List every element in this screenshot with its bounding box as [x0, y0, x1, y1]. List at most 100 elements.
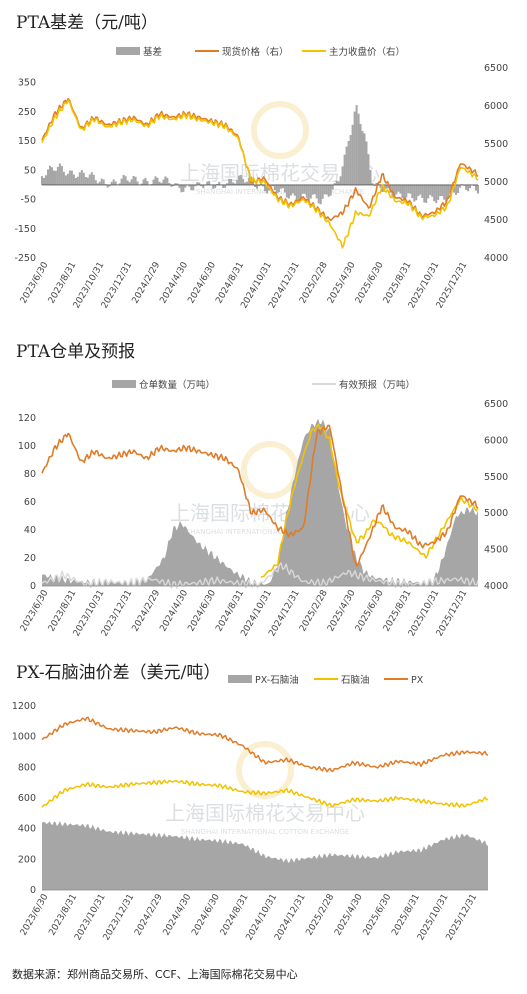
basis-bar [393, 184, 396, 198]
legend-label-futures: 主力收盘价（右） [329, 46, 405, 58]
basis-bar [62, 171, 65, 185]
basis-bar [132, 176, 135, 185]
basis-bar [439, 184, 442, 197]
x-tick-label: 2025/6/30 [354, 588, 386, 633]
basis-bar [465, 184, 468, 190]
futures-close-line [260, 423, 479, 578]
basis-bar [377, 183, 380, 185]
basis-bar [142, 179, 145, 185]
y-left-tick: 80 [24, 469, 36, 480]
basis-bar [47, 169, 49, 185]
basis-bar [168, 183, 171, 185]
basis-bar [56, 166, 59, 185]
basis-bar [437, 184, 440, 200]
basis-bar [184, 184, 187, 188]
basis-bar [240, 175, 243, 185]
y-left-tick: 100 [18, 441, 36, 452]
basis-bar [160, 182, 163, 185]
y-left-tick: -50 [20, 195, 36, 206]
y-right-tick: 6500 [484, 399, 508, 410]
y-tick: 400 [18, 824, 36, 835]
basis-bar [363, 133, 366, 185]
y-right-tick: 4500 [484, 215, 508, 226]
basis-bar [100, 178, 103, 185]
basis-bar [178, 184, 181, 188]
x-tick-label: 2024/4/30 [158, 588, 190, 633]
basis-bar [277, 184, 280, 193]
x-tick-label: 2025/2/28 [305, 892, 337, 937]
legend-label-basis: 基差 [143, 46, 162, 58]
basis-bar [244, 182, 247, 185]
basis-bar [405, 184, 408, 198]
basis-bar [172, 184, 175, 187]
basis-bar [74, 178, 77, 185]
basis-bar [260, 184, 262, 185]
y-tick: 600 [18, 793, 36, 804]
basis-bar [337, 181, 340, 185]
x-tick-label: 2023/6/30 [19, 892, 51, 937]
basis-bar [371, 183, 374, 185]
legend-label-naphtha: 石脑油 [341, 674, 370, 686]
basis-bar [301, 184, 304, 194]
basis-bar [287, 184, 290, 199]
basis-bar [176, 183, 179, 185]
basis-bar [174, 183, 177, 185]
basis-bar [90, 172, 93, 185]
basis-bar [349, 135, 352, 185]
y-right-tick: 4500 [484, 545, 508, 556]
basis-bar [270, 184, 272, 187]
basis-bar [76, 176, 79, 185]
basis-bar [343, 154, 346, 185]
y-left-tick: -250 [14, 253, 36, 264]
basis-bar [64, 175, 67, 185]
basis-bar [228, 178, 231, 185]
basis-bar [291, 184, 294, 194]
basis-bar [369, 169, 372, 185]
basis-bar [54, 170, 57, 185]
basis-bar [315, 184, 318, 199]
basis-bar [130, 179, 133, 185]
basis-bar [78, 172, 81, 185]
basis-bar [134, 176, 137, 185]
y-left-tick: 350 [18, 78, 36, 89]
basis-bar [445, 184, 448, 202]
basis-bar [224, 184, 227, 188]
basis-bar [234, 183, 237, 185]
y-right-tick: 6000 [484, 101, 508, 112]
basis-bar [467, 184, 470, 192]
basis-bar [423, 184, 426, 203]
basis-bar [92, 174, 95, 185]
basis-bar [327, 184, 330, 197]
basis-bar [433, 184, 436, 202]
x-tick-label: 2024/2/29 [133, 892, 165, 937]
basis-bar [266, 184, 268, 194]
basis-bar [413, 184, 416, 202]
y-left-tick: 20 [24, 553, 36, 564]
basis-bar [45, 175, 47, 185]
source-note: 数据来源：郑州商品交易所、CCF、上海国际棉花交易中心 [12, 968, 298, 981]
basis-bar [373, 184, 376, 187]
basis-bar [345, 146, 348, 185]
basis-bar [230, 179, 233, 185]
basis-bar [162, 179, 165, 185]
y-right-tick: 4000 [484, 581, 508, 592]
x-tick-label: 2025/6/30 [362, 892, 394, 937]
basis-bar [60, 166, 63, 185]
basis-bar [126, 180, 129, 185]
x-tick-label: 2025/8/31 [382, 589, 414, 634]
legend-label-forecast: 有效预报（万吨） [339, 379, 415, 391]
y-left-tick: 150 [18, 136, 36, 147]
basis-bar [397, 184, 400, 192]
basis-bar [317, 184, 320, 204]
x-tick-label: 2024/2/29 [131, 260, 163, 305]
basis-bar [319, 184, 322, 205]
basis-bar [212, 184, 215, 189]
basis-bar [222, 184, 225, 188]
basis-bar [323, 184, 326, 195]
y-right-tick: 4000 [484, 253, 508, 264]
basis-bar [154, 176, 157, 185]
basis-bar [279, 184, 282, 189]
basis-bar [49, 165, 51, 185]
y-left-tick: 0 [30, 581, 36, 592]
